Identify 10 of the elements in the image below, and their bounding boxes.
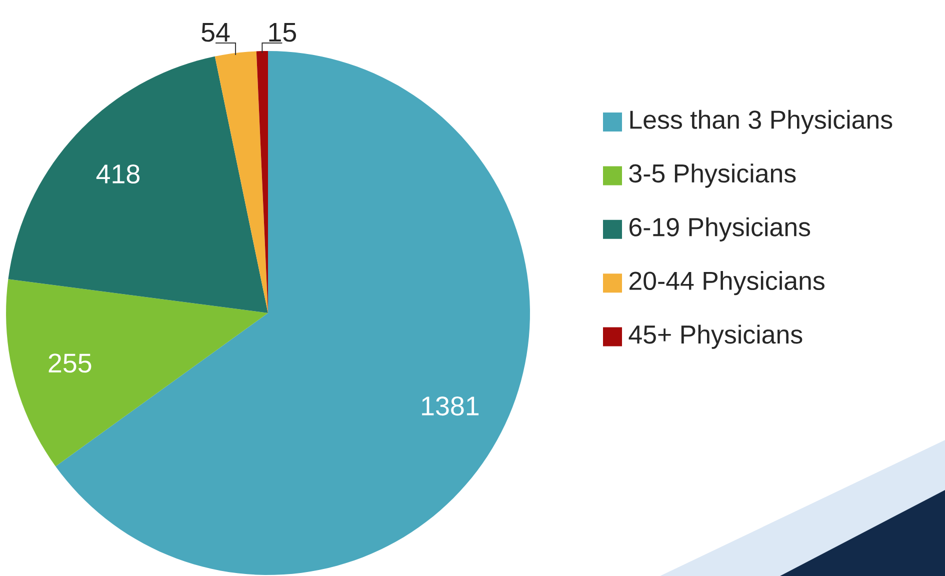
data-label: 15 <box>269 23 296 42</box>
legend-label: 20-44 Physicians <box>630 271 824 296</box>
legend-label: Less than 3 Physicians <box>630 110 892 134</box>
data-label: 54 <box>202 23 230 42</box>
legend-label: 3-5 Physicians <box>629 164 796 188</box>
legend-label: 6-19 Physicians <box>630 217 810 242</box>
data-label: 1381 <box>422 396 479 416</box>
data-label: 255 <box>48 354 92 373</box>
data-label: 418 <box>96 164 140 184</box>
legend-label: 45+ Physicians <box>628 324 802 349</box>
